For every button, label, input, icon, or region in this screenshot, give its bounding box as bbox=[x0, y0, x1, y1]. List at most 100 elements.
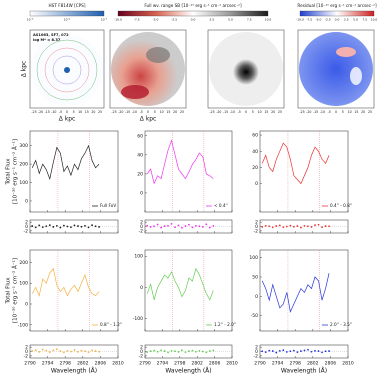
residual-point bbox=[278, 349, 281, 352]
y-tick-label: 2 bbox=[140, 220, 143, 226]
x-tick-label: 2806 bbox=[209, 361, 221, 367]
residual-point bbox=[188, 223, 190, 226]
y-tick-label: 200 bbox=[19, 162, 28, 168]
y-tick-label: 0 bbox=[140, 285, 143, 291]
y-tick-label: -2 bbox=[139, 353, 144, 359]
x-axis-label: Δ kpc bbox=[59, 116, 76, 123]
x-tick-label: 10 bbox=[160, 110, 164, 114]
colorbar-tick-label: 0.0 bbox=[335, 18, 340, 22]
residual-point bbox=[292, 349, 295, 352]
x-tick-label: 25 bbox=[180, 110, 184, 114]
colorbar-tick-label: 10.0 bbox=[265, 18, 272, 22]
x-tick-label: -20 bbox=[118, 110, 123, 114]
x-tick-label: 2790 bbox=[254, 361, 266, 367]
y-tick-label: 0 bbox=[25, 302, 28, 308]
residual-point bbox=[303, 224, 306, 227]
y-axis-label: Total Flux bbox=[6, 158, 12, 186]
residual-point bbox=[94, 225, 97, 228]
residual-point bbox=[310, 226, 313, 228]
residual-point bbox=[149, 226, 152, 228]
x-tick-label: 25 bbox=[98, 110, 102, 114]
residual-point bbox=[275, 225, 278, 227]
residual-point bbox=[170, 223, 173, 225]
colorbar-tick-label: 10⁻³ bbox=[27, 18, 34, 22]
residual-point bbox=[45, 349, 48, 352]
residual-point bbox=[170, 349, 173, 352]
colorbar bbox=[117, 10, 269, 17]
residual-point bbox=[177, 351, 180, 353]
y-tick-label: 0 bbox=[255, 349, 258, 355]
y-tick-label: 20 bbox=[137, 171, 143, 177]
x-tick-label: 2790 bbox=[139, 361, 151, 367]
y-tick-label: -100 bbox=[18, 322, 28, 328]
residual-point bbox=[310, 350, 313, 353]
colorbar-title: HST F814W [CPS] bbox=[49, 3, 86, 8]
residual-point bbox=[198, 349, 201, 352]
x-tick-label: 2806 bbox=[325, 361, 337, 367]
x-axis-label: Δ kpc bbox=[140, 116, 157, 123]
residual-point bbox=[212, 349, 215, 352]
model-source bbox=[233, 59, 259, 85]
colorbar-tick-label: -10.0 bbox=[114, 18, 122, 22]
x-tick-label: 2798 bbox=[289, 361, 301, 367]
residual-point bbox=[48, 224, 51, 227]
spectrum-line bbox=[146, 267, 214, 301]
x-tick-label: -15 bbox=[125, 110, 130, 114]
residual-point bbox=[94, 350, 97, 352]
y-tick-label: 200 bbox=[19, 260, 28, 266]
x-tick-label: -10 bbox=[132, 110, 137, 114]
y-tick-label: -2 bbox=[254, 353, 259, 359]
plot-frame bbox=[144, 130, 233, 213]
y-tick-label: 0 bbox=[140, 349, 143, 355]
colorbar-tick-label: -7.5 bbox=[134, 18, 140, 22]
residual-point bbox=[87, 226, 90, 229]
plot-frame bbox=[259, 130, 349, 213]
residual-map bbox=[299, 32, 373, 106]
residual-point bbox=[73, 224, 76, 227]
residual-point bbox=[146, 351, 149, 354]
y-tick-label: 0 bbox=[255, 181, 258, 187]
y-tick-label: 60 bbox=[252, 133, 258, 139]
residual-point bbox=[98, 226, 100, 228]
y-tick-label: -2 bbox=[24, 228, 29, 234]
x-axis-label: Wavelength (Å) bbox=[51, 368, 97, 375]
residual-point bbox=[80, 349, 83, 352]
residual-point bbox=[289, 350, 292, 353]
legend-label: 0.8'' - 1.2'' bbox=[100, 322, 122, 327]
x-tick-label: 20 bbox=[91, 110, 95, 114]
x-tick-label: 0 bbox=[66, 110, 68, 114]
residual-point bbox=[264, 224, 267, 227]
x-tick-label: 2794 bbox=[272, 361, 284, 367]
colorbar-title: Full wv. range SB [10⁻²⁰ erg s⁻¹ cm⁻² ar… bbox=[144, 3, 242, 8]
residual-point bbox=[98, 350, 100, 353]
colorbar bbox=[29, 10, 105, 17]
x-tick-label: 2802 bbox=[191, 361, 203, 367]
colorbar-tick-label: -2.5 bbox=[171, 18, 177, 22]
x-tick-label: 5 bbox=[154, 110, 156, 114]
x-tick-label: 2794 bbox=[42, 361, 54, 367]
y-tick-label: 40 bbox=[252, 149, 258, 155]
x-tick-label: 0 bbox=[335, 110, 337, 114]
x-tick-label: 15 bbox=[166, 110, 170, 114]
x-tick-label: 2810 bbox=[112, 361, 124, 367]
contour bbox=[44, 47, 90, 93]
residual-point bbox=[188, 350, 190, 352]
y-tick-label: 2 bbox=[255, 220, 258, 226]
residual-point bbox=[34, 226, 37, 229]
y-tick-label: 100 bbox=[19, 180, 28, 186]
sb-map bbox=[111, 32, 185, 106]
colorbar-tick-label: 5.0 bbox=[228, 18, 233, 22]
residual-point bbox=[321, 226, 323, 229]
residual-point bbox=[289, 224, 292, 227]
contour bbox=[36, 39, 98, 101]
y-tick-label: 100 bbox=[19, 281, 28, 287]
residual-point bbox=[321, 351, 323, 354]
plot-frame bbox=[259, 249, 349, 332]
residual-point bbox=[317, 223, 320, 226]
residual-point bbox=[38, 351, 41, 353]
x-tick-label: 5 bbox=[342, 110, 344, 114]
x-tick-label: -15 bbox=[45, 110, 50, 114]
residual-point bbox=[261, 350, 264, 353]
y-tick-label: 0 bbox=[25, 349, 28, 355]
legend-label: 2.0'' - 3.5'' bbox=[330, 322, 352, 327]
